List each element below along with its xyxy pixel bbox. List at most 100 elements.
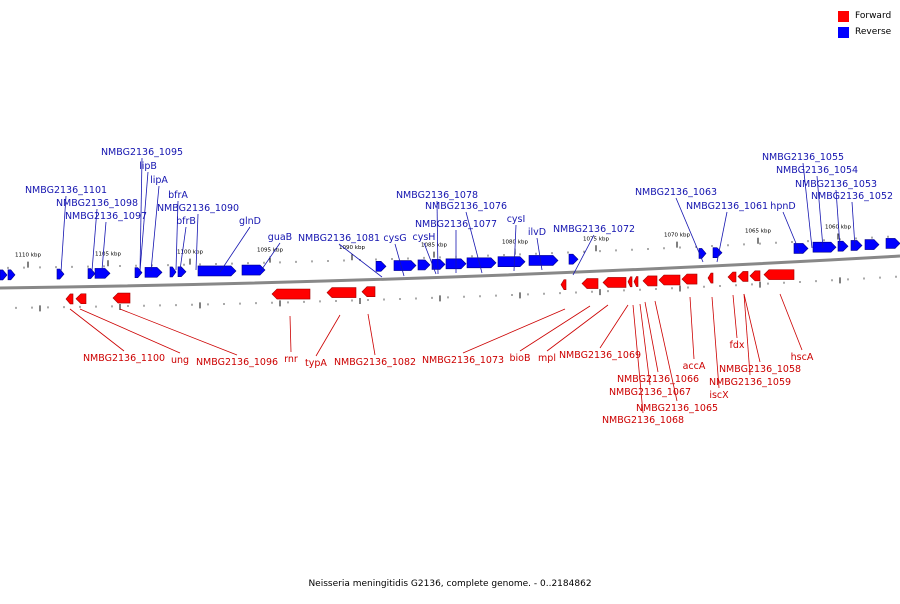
reverse-gene-label[interactable]: NMBG2136_1081 [298, 233, 380, 244]
forward-gene-arrow [581, 278, 599, 289]
forward-leader-line [79, 308, 181, 354]
reverse-gene-label[interactable]: glnD [239, 216, 261, 227]
reverse-gene-arrow [850, 240, 863, 251]
reverse-gene-arrow [393, 260, 417, 271]
reverse-gene-arrow [698, 248, 707, 259]
forward-gene-arrow [627, 276, 633, 288]
reverse-leader-line [338, 243, 383, 278]
forward-gene-label[interactable]: NMBG2136_1058 [719, 364, 801, 375]
reverse-gene-label[interactable]: guaB [268, 232, 292, 243]
reverse-leader-line [513, 224, 517, 272]
reverse-swatch [838, 26, 849, 38]
forward-leader-line [689, 296, 695, 360]
forward-gene-label[interactable]: hscA [791, 352, 814, 363]
forward-gene-arrow [658, 274, 681, 286]
reverse-gene-label[interactable]: NMBG2136_1055 [762, 152, 844, 163]
reverse-gene-label[interactable]: ilvD [528, 227, 546, 238]
reverse-gene-label[interactable]: NMBG2136_1076 [425, 201, 507, 212]
forward-gene-label[interactable]: mpl [538, 353, 556, 364]
reverse-leader-line [394, 243, 405, 277]
reverse-gene-label[interactable]: hpnD [770, 201, 795, 212]
scale-tick-label: 1095 kbp [257, 248, 283, 254]
reverse-gene-label[interactable]: NMBG2136_1054 [776, 165, 858, 176]
forward-gene-label[interactable]: NMBG2136_1073 [422, 355, 504, 366]
reverse-gene-label[interactable]: NMBG2136_1097 [65, 211, 147, 222]
genome-caption: Neisseria meningitidis G2136, complete g… [308, 579, 592, 589]
reverse-leader-line [175, 200, 179, 271]
forward-gene-label[interactable]: typA [305, 358, 327, 369]
reverse-gene-label[interactable]: NMBG2136_1053 [795, 179, 877, 190]
reverse-leader-line [60, 195, 67, 273]
forward-gene-label[interactable]: rnr [284, 354, 298, 365]
forward-gene-label[interactable]: NMBG2136_1068 [602, 415, 684, 426]
reverse-leader-line [423, 242, 437, 275]
forward-gene-label[interactable]: iscX [709, 390, 729, 401]
reverse-gene-label[interactable]: cysI [507, 214, 526, 225]
forward-gene-label[interactable]: NMBG2136_1066 [617, 374, 699, 385]
forward-gene-label[interactable]: NMBG2136_1069 [559, 350, 641, 361]
forward-gene-arrow [642, 275, 658, 287]
reverse-leader-line [675, 197, 704, 263]
forward-leader-line [69, 308, 125, 352]
reverse-gene-arrow [94, 268, 111, 279]
scale-tick-label: 1070 kbp [664, 233, 690, 239]
legend-reverse: Reverse [838, 24, 891, 40]
reverse-gene-label[interactable]: lipB [139, 161, 157, 172]
legend: Forward Reverse [838, 8, 891, 40]
forward-gene-label[interactable]: NMBG2136_1100 [83, 353, 165, 364]
reverse-gene-arrow [864, 239, 880, 250]
forward-gene-label[interactable]: NMBG2136_1067 [609, 387, 691, 398]
reverse-gene-label[interactable]: NMBG2136_1090 [157, 203, 239, 214]
scale-tick-label: 1085 kbp [421, 243, 447, 249]
forward-gene-arrow [361, 286, 376, 298]
reverse-gene-arrow [241, 264, 266, 276]
forward-gene-arrow [763, 269, 795, 280]
reverse-gene-label[interactable]: NMBG2136_1095 [101, 147, 183, 158]
reverse-gene-label[interactable]: lipA [150, 175, 168, 186]
forward-gene-label[interactable]: NMBG2136_1082 [334, 357, 416, 368]
reverse-gene-arrow [0, 269, 8, 281]
reverse-leader-line [465, 211, 483, 274]
reverse-gene-label[interactable]: NMBG2136_1061 [686, 201, 768, 212]
scale-tick-label: 1105 kbp [95, 251, 121, 257]
reverse-gene-label[interactable]: NMBG2136_1063 [635, 187, 717, 198]
reverse-gene-label[interactable]: NMBG2136_1078 [396, 190, 478, 201]
reverse-gene-label[interactable]: NMBG2136_1101 [25, 185, 107, 196]
legend-reverse-label: Reverse [855, 27, 892, 37]
legend-forward-label: Forward [855, 11, 892, 21]
reverse-gene-arrow [177, 266, 187, 278]
forward-gene-label[interactable]: NMBG2136_1096 [196, 357, 278, 368]
reverse-gene-arrow [712, 247, 723, 259]
reverse-leader-line [139, 157, 143, 272]
reverse-gene-arrow [375, 261, 387, 272]
forward-gene-label[interactable]: fdx [730, 340, 745, 351]
reverse-gene-label[interactable]: NMBG2136_1098 [56, 198, 138, 209]
forward-leader-line [639, 303, 651, 386]
reverse-gene-label[interactable]: cysG [383, 233, 406, 244]
forward-leader-line [644, 301, 659, 373]
forward-gene-arrow [602, 277, 627, 288]
reverse-leader-line [802, 162, 813, 249]
scale-tick-label: 1110 kbp [15, 253, 41, 259]
forward-leader-line [462, 308, 566, 354]
reverse-leader-line [436, 200, 439, 275]
forward-leader-line [779, 293, 803, 351]
forward-gene-label[interactable]: NMBG2136_1065 [636, 403, 718, 414]
forward-gene-arrow [727, 271, 737, 283]
legend-forward: Forward [838, 8, 891, 24]
reverse-gene-label[interactable]: NMBG2136_1052 [811, 191, 893, 202]
reverse-gene-label[interactable]: bfrB [176, 216, 196, 227]
reverse-gene-label[interactable]: NMBG2136_1072 [553, 224, 635, 235]
reverse-gene-label[interactable]: cysH [413, 232, 436, 243]
forward-gene-label[interactable]: accA [683, 361, 706, 372]
reverse-leader-line [782, 211, 801, 254]
forward-leader-line [367, 313, 376, 356]
forward-gene-arrow [271, 288, 311, 300]
reverse-gene-label[interactable]: bfrA [168, 190, 188, 201]
reverse-gene-label[interactable]: NMBG2136_1077 [415, 219, 497, 230]
forward-gene-label[interactable]: bioB [510, 353, 531, 364]
reverse-leader-line [835, 189, 841, 248]
forward-gene-label[interactable]: NMBG2136_1059 [709, 377, 791, 388]
forward-gene-label[interactable]: ung [171, 355, 189, 366]
